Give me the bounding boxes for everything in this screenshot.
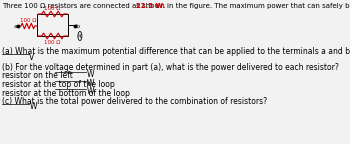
- Text: resistor at the top of the loop: resistor at the top of the loop: [2, 80, 114, 89]
- Text: Three 100 Ω resistors are connected as shown in the figure. The maximum power th: Three 100 Ω resistors are connected as s…: [2, 3, 350, 9]
- Text: W: W: [86, 87, 94, 96]
- Text: W: W: [86, 70, 94, 79]
- Text: (a) What is the maximum potential difference that can be applied to the terminal: (a) What is the maximum potential differ…: [2, 47, 350, 56]
- Bar: [37, 14, 68, 36]
- Text: 22.5 W.: 22.5 W.: [136, 3, 165, 9]
- Text: resistor at the bottom of the loop: resistor at the bottom of the loop: [2, 89, 130, 97]
- Text: a: a: [13, 23, 17, 29]
- Text: b: b: [76, 23, 79, 29]
- Text: 4: 4: [78, 34, 82, 38]
- Text: 100 Ω: 100 Ω: [44, 5, 61, 11]
- Text: W: W: [86, 78, 94, 88]
- Text: 100 Ω: 100 Ω: [44, 39, 61, 44]
- Text: (c) What is the total power delivered to the combination of resistors?: (c) What is the total power delivered to…: [2, 96, 267, 106]
- Text: 100 Ω: 100 Ω: [20, 18, 36, 22]
- Text: resistor on the left: resistor on the left: [2, 72, 73, 80]
- Text: V: V: [29, 53, 35, 61]
- Text: (b) For the voltage determined in part (a), what is the power delivered to each : (b) For the voltage determined in part (…: [2, 63, 339, 72]
- Text: W: W: [29, 102, 37, 111]
